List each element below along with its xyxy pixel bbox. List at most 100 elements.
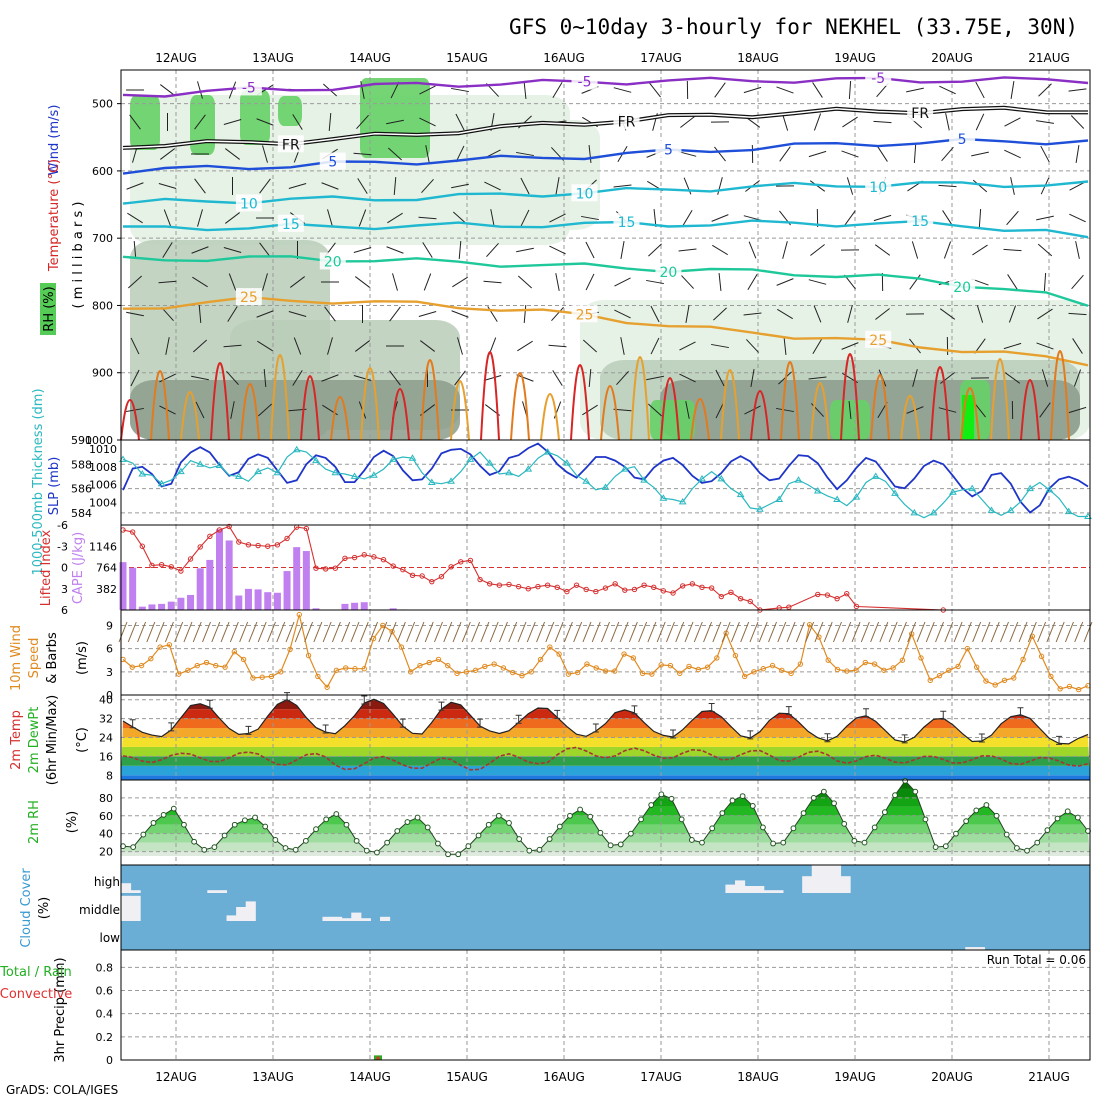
wind-barb-10m — [842, 621, 852, 643]
rh-point — [627, 830, 634, 837]
wind-barb — [748, 241, 757, 259]
wind-barb — [813, 305, 822, 323]
li-point — [342, 555, 348, 561]
isotherm-label: 20 — [324, 254, 342, 270]
wind-barb — [387, 147, 403, 161]
wind-speed-point — [936, 672, 943, 679]
wind-barb-10m — [935, 621, 945, 643]
rh-point — [567, 812, 573, 819]
wind-barb — [455, 113, 465, 131]
wind-speed-point — [612, 668, 618, 674]
wind-speed-point — [1076, 686, 1082, 693]
lowlevel-contour — [570, 364, 590, 441]
wind-barb-10m — [331, 621, 341, 643]
wind-barb — [418, 311, 437, 317]
cloud-cover-bar-middle — [322, 916, 333, 921]
isotherm-line-20 — [122, 255, 1089, 307]
rh-point — [760, 824, 766, 831]
wind-barb — [972, 179, 988, 193]
isotherm-label: 5 — [664, 142, 673, 158]
wind-barb — [810, 244, 825, 256]
wind-barb — [197, 209, 203, 227]
li-point — [390, 563, 396, 569]
wind-barb — [223, 344, 242, 348]
li-point — [573, 582, 580, 588]
wind-barb-10m — [322, 621, 332, 643]
wind-barb — [389, 370, 401, 386]
isotherm-label: -5 — [242, 80, 256, 96]
rh-point — [475, 832, 482, 839]
wind-barb — [133, 240, 137, 260]
wind-barb — [614, 309, 631, 319]
wind-barb — [160, 148, 175, 160]
wind-barb — [420, 340, 435, 352]
cloud-cover-bar-middle — [121, 895, 132, 921]
li-point — [467, 557, 474, 564]
wind-barb-10m — [480, 621, 490, 643]
wind-speed-point — [398, 644, 405, 650]
thickness-point — [138, 470, 147, 477]
lowlevel-contour — [630, 356, 650, 441]
rh-point — [942, 843, 949, 850]
wind-barb-10m — [777, 621, 787, 643]
wind-barb — [357, 178, 368, 194]
isotherm-label: 10 — [240, 196, 258, 212]
rh-point — [668, 795, 675, 802]
thickness-point — [312, 456, 320, 464]
wind-barb-10m — [1009, 621, 1019, 643]
rh-point — [526, 847, 533, 854]
rh-legend-swatch — [40, 283, 56, 335]
wind-barb-10m — [619, 621, 629, 643]
isotherm-label: 25 — [240, 290, 258, 306]
lowlevel-contour — [660, 377, 680, 441]
isotherm-line-10 — [122, 180, 1089, 205]
wind-barb — [972, 244, 988, 256]
cape-bar — [273, 592, 281, 610]
thickness-point — [910, 508, 919, 516]
wind-barb — [327, 209, 333, 227]
wind-barb — [813, 113, 822, 131]
cape-bar — [216, 529, 223, 610]
wind-speed-point — [287, 646, 293, 653]
wind-barb — [422, 242, 433, 258]
wind-barb — [715, 369, 725, 387]
cloud-cover-bar-middle — [236, 907, 247, 921]
thickness-tick: 584 — [71, 507, 92, 520]
li-point — [525, 586, 531, 592]
wind-barb — [648, 243, 662, 257]
li-point — [506, 581, 512, 588]
cape-bar — [244, 588, 252, 610]
wind-barb — [679, 373, 696, 383]
precip-convective-bar — [376, 1056, 380, 1060]
cloud-cover-bar-middle — [380, 916, 391, 921]
wind-barb — [127, 212, 143, 224]
cape-tick: 764 — [96, 562, 117, 575]
wind-barb-10m — [972, 621, 982, 643]
cloud-cover-bar-high — [207, 890, 218, 893]
wind-speed-point — [510, 669, 516, 676]
thickness-point — [736, 490, 745, 498]
wind-barb — [198, 304, 202, 324]
thickness-tick: 590 — [71, 434, 92, 447]
wind-barb — [783, 336, 787, 356]
thickness-point — [196, 460, 205, 467]
wind-barb — [483, 375, 502, 381]
rh-point — [932, 844, 939, 851]
date-tick-bottom: 16AUG — [543, 1070, 585, 1084]
wind-speed-point — [417, 662, 423, 669]
thickness-point — [543, 448, 552, 455]
lowlevel-contour — [1020, 379, 1040, 441]
temp-minmax-bar — [361, 695, 368, 705]
wind-barb — [616, 370, 629, 386]
cape-bar — [129, 567, 137, 610]
thickness-point — [1006, 506, 1015, 513]
temp-minmax-bar — [785, 706, 792, 716]
thickness-point — [427, 478, 436, 485]
wind-speed-point — [296, 611, 302, 618]
wind-barb — [812, 82, 823, 98]
wind-barb — [288, 311, 307, 317]
pressure-tick: 500 — [92, 98, 113, 111]
wind-barb — [1010, 81, 1015, 99]
wind-barb — [1070, 115, 1085, 129]
cape-ylabel-li: Lifted Index — [39, 529, 54, 606]
